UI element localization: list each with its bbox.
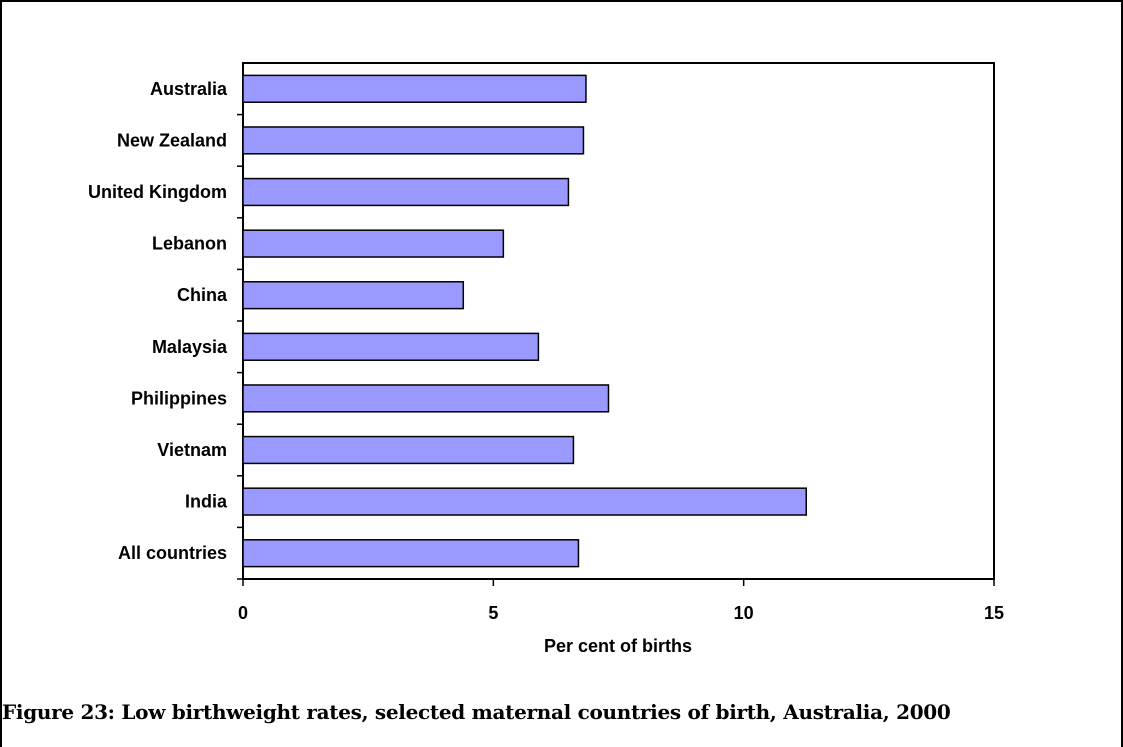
bar-chart: Australia New Zealand United Kingdom Lebano… [88,62,1004,656]
category-label-australia: Australia [150,79,228,99]
category-label-lebanon: Lebanon [152,234,227,254]
x-tick-label-0: 0 [238,603,248,623]
bar-malaysia [242,332,540,361]
bar-australia [242,74,587,103]
bars-group [242,74,807,568]
category-label-new-zealand: New Zealand [117,130,227,150]
bar-all-countries [242,539,580,568]
x-tick-label-10: 10 [734,603,754,623]
bar-lebanon [242,229,505,258]
bar-philippines [242,384,610,413]
x-tick-label-5: 5 [488,603,498,623]
bar-united-kingdom [242,177,570,207]
figure-caption: Figure 23: Low birthweight rates, select… [2,700,951,724]
bar-vietnam [242,435,575,465]
category-labels-group: Australia New Zealand United Kingdom Lebano… [88,79,243,580]
x-axis-ticks-group: 0 5 10 15 [238,579,1004,623]
category-label-india: India [185,492,228,512]
category-label-china: China [177,285,228,305]
bar-china [242,281,465,310]
x-tick-label-15: 15 [984,603,1004,623]
bar-india [242,487,807,516]
category-label-all-countries: All countries [118,543,227,563]
bar-new-zealand [242,126,585,155]
category-label-vietnam: Vietnam [157,440,227,460]
category-label-malaysia: Malaysia [152,337,228,357]
category-label-philippines: Philippines [131,388,227,408]
x-axis-label: Per cent of births [544,636,692,656]
category-label-united-kingdom: United Kingdom [88,182,227,202]
